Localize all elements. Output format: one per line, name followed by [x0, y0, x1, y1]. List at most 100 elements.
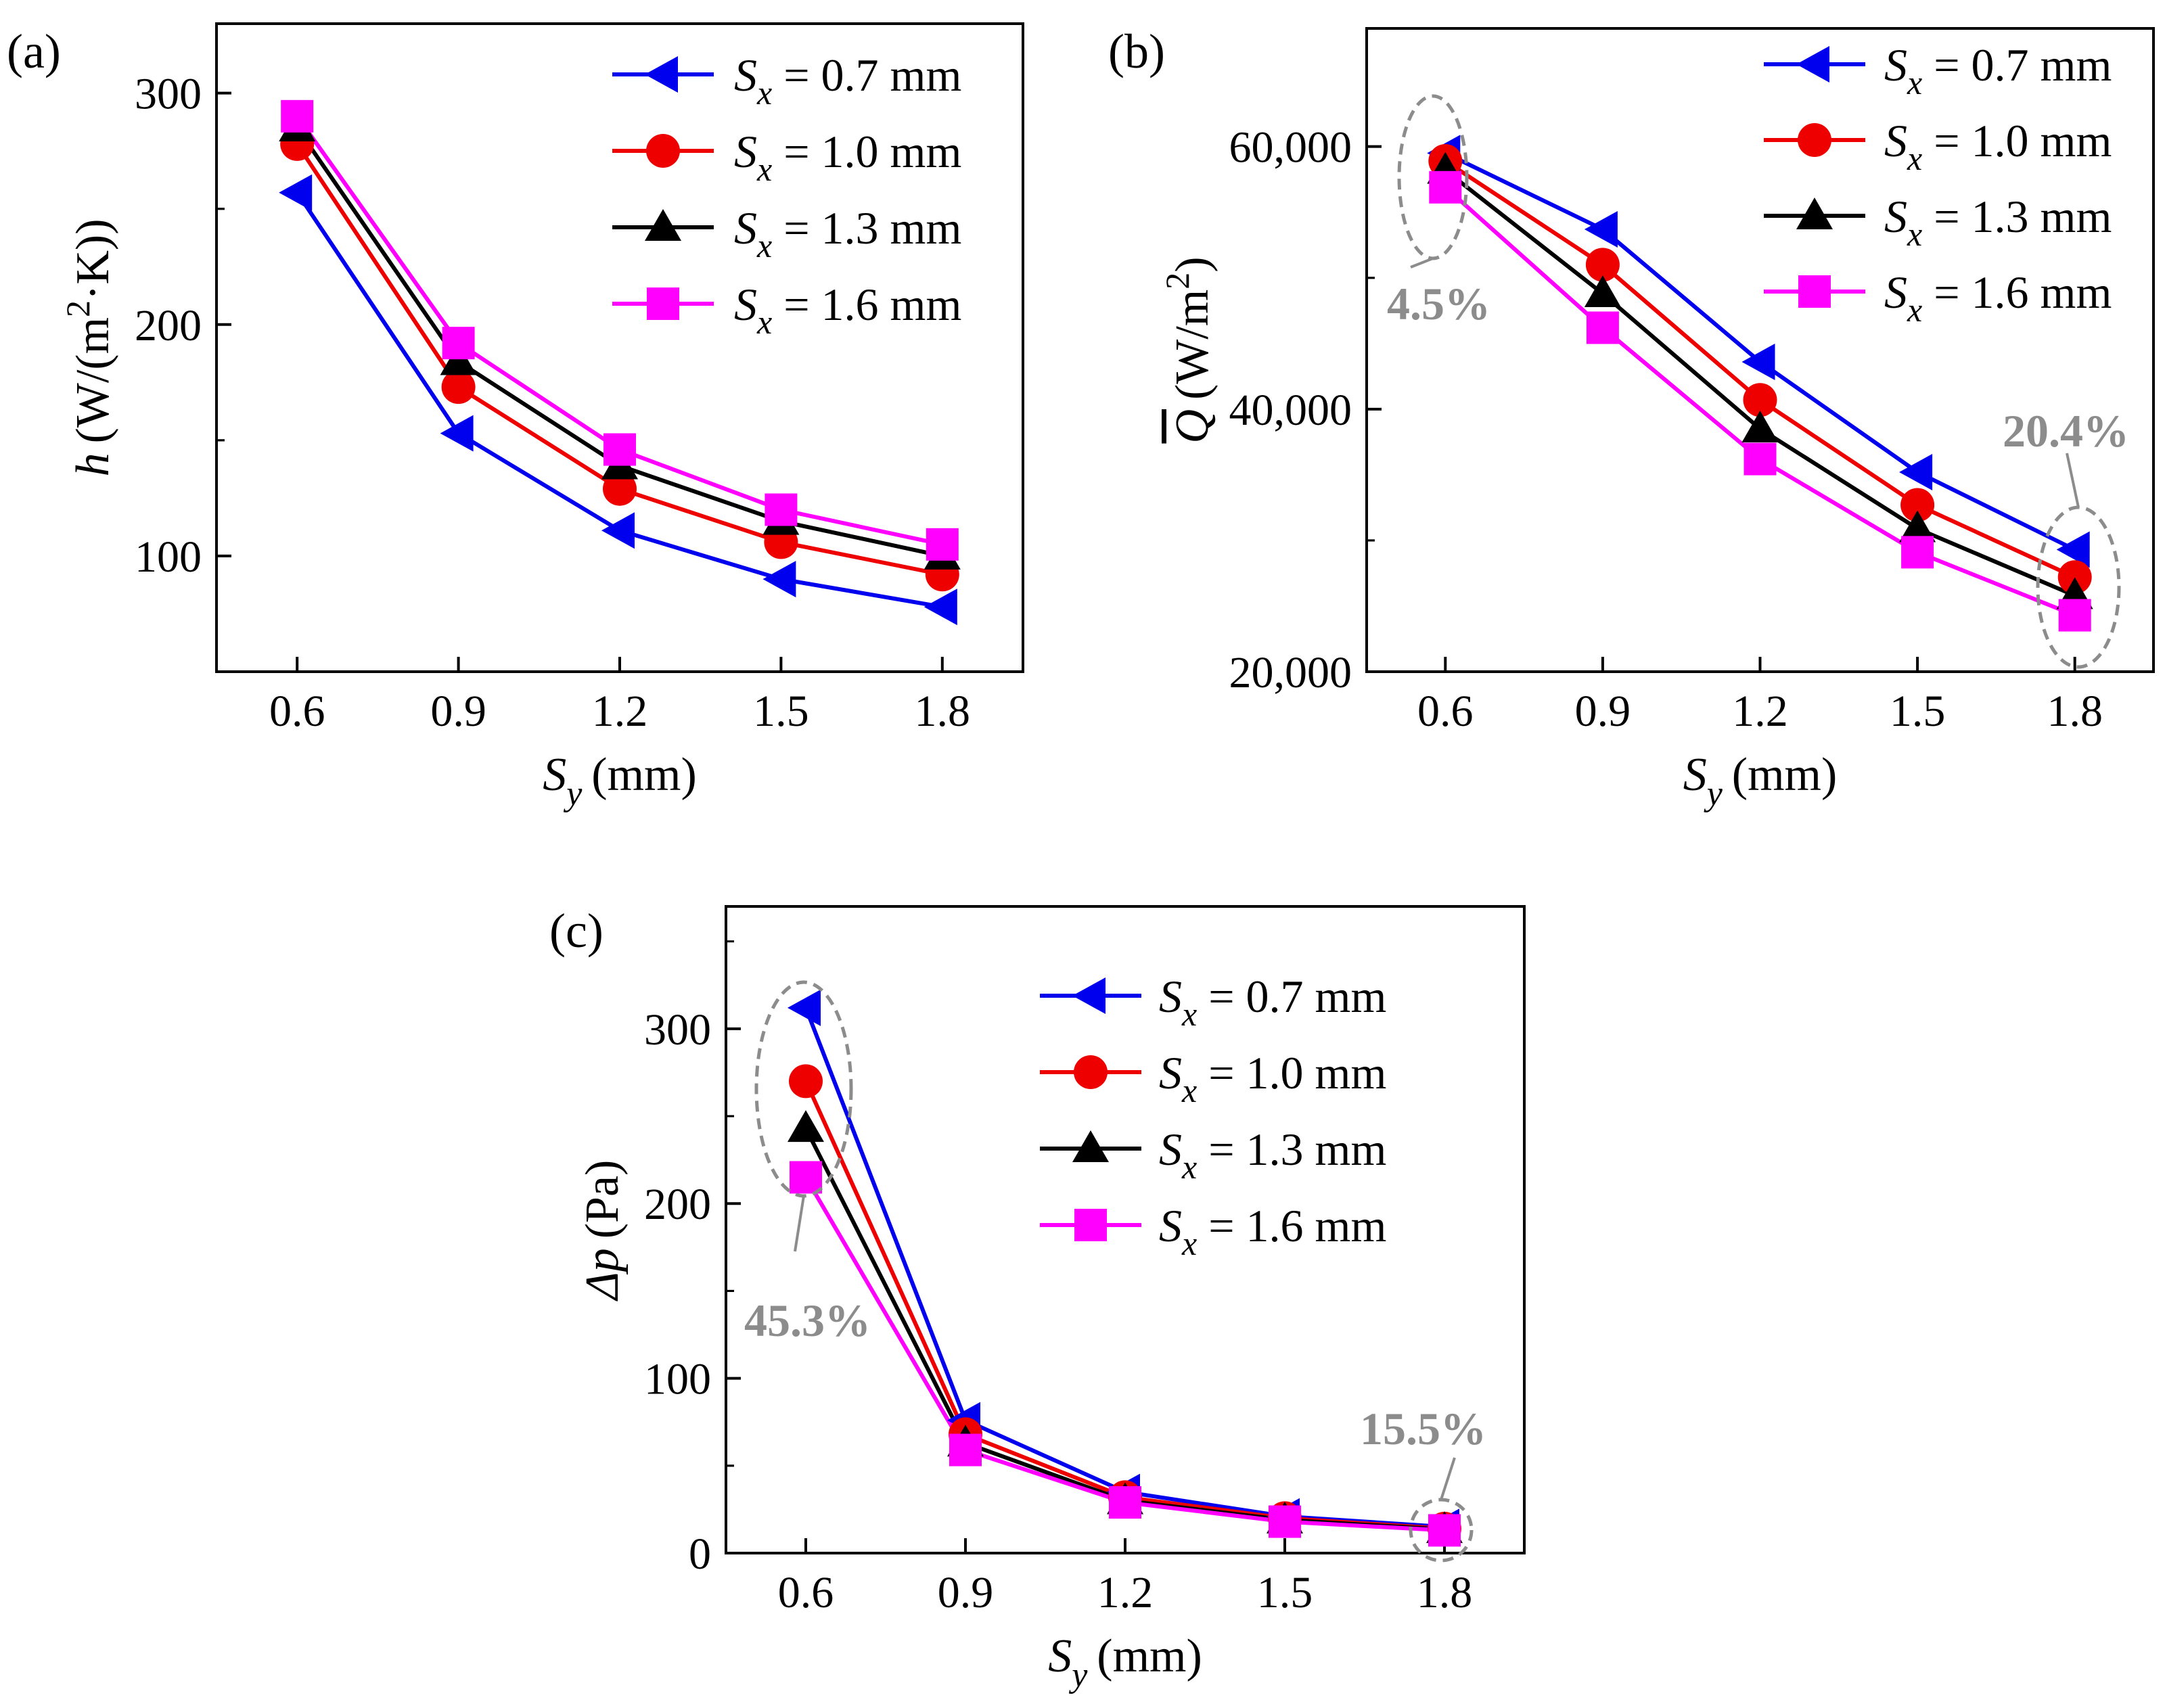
x-axis-var: S: [1683, 749, 1707, 801]
legend-value: = 1.6 mm: [1197, 1200, 1386, 1251]
annotation-text: 4.5%: [1387, 278, 1490, 329]
legend-label-sx-1-0: Sx = 1.0 mm: [734, 126, 961, 188]
data-point-sx-0-7: [1899, 453, 1933, 490]
legend-marker-sx-1-0: [1074, 1055, 1108, 1089]
legend-var: S: [734, 126, 757, 177]
y-axis-title: h (W/(m2·K)): [59, 218, 119, 476]
y-tick-label-text: 100: [135, 532, 202, 582]
y-axis-var: Δp: [576, 1248, 629, 1301]
legend-value: = 1.6 mm: [1922, 267, 2112, 318]
data-point-sx-1-6: [1109, 1486, 1141, 1519]
x-tick-label-text: 1.8: [1417, 1568, 1473, 1617]
x-axis-title: Sy (mm): [1048, 1630, 1202, 1694]
legend-sub: x: [1181, 1148, 1197, 1186]
panel-label-text: (a): [7, 24, 61, 78]
data-point-sx-1-6: [949, 1433, 982, 1467]
legend-var: S: [1159, 1047, 1182, 1099]
x-axis-unit: (mm): [1732, 749, 1838, 801]
data-point-sx-1-3: [1584, 275, 1621, 308]
y-tick-label-text: 40,000: [1229, 386, 1352, 435]
legend-label-sx-1-3: Sx = 1.3 mm: [1159, 1124, 1386, 1186]
y-axis-var: h: [67, 453, 119, 477]
x-axis-var: S: [543, 749, 566, 801]
y-axis-unit-post: ): [1166, 256, 1218, 272]
y-axis-unit: (W/m: [1166, 290, 1218, 400]
panel-label: (b): [1108, 24, 1165, 78]
legend-marker-sx-0-7: [1072, 977, 1106, 1014]
annotation-leader: [1440, 1457, 1456, 1500]
y-axis-var: Q: [1166, 409, 1218, 444]
x-tick-label-text: 0.6: [778, 1568, 834, 1617]
legend-var: S: [734, 279, 757, 330]
data-point-sx-1-6: [926, 528, 959, 561]
x-tick-label: 0.6: [1417, 687, 1474, 736]
y-tick-label-text: 200: [135, 301, 202, 350]
legend-var: S: [1884, 39, 1907, 91]
x-axis-unit: (mm): [1097, 1630, 1202, 1682]
data-point-sx-1-3: [1899, 510, 1936, 543]
legend-value: = 0.7 mm: [772, 49, 961, 101]
x-tick-label-text: 0.6: [1417, 687, 1474, 736]
data-point-sx-1-6: [1269, 1505, 1301, 1538]
legend-label-sx-1-0: Sx = 1.0 mm: [1159, 1047, 1386, 1109]
y-axis-unit-post: ·K)): [67, 218, 119, 300]
annotation-leader: [2066, 453, 2080, 508]
x-tick-label-text: 1.8: [915, 687, 971, 736]
y-tick-label-text: 0: [689, 1529, 711, 1579]
panel-label-text: (c): [549, 904, 603, 958]
legend-marker-sx-1-3: [645, 209, 681, 241]
data-point-sx-0-7: [279, 174, 313, 211]
x-tick-label: 1.5: [1257, 1568, 1313, 1617]
x-tick-label-text: 1.8: [2047, 687, 2103, 736]
x-tick-label: 1.5: [1890, 687, 1946, 736]
data-point-sx-1-6: [2058, 599, 2091, 632]
legend-value: = 0.7 mm: [1922, 39, 2112, 91]
data-point-sx-1-0: [789, 1064, 823, 1099]
x-axis-sub: y: [1068, 1656, 1088, 1694]
x-axis-title: Sy (mm): [1683, 749, 1838, 813]
x-tick-label-text: 0.9: [1575, 687, 1631, 736]
legend-marker-sx-1-6: [647, 287, 679, 320]
legend-marker-sx-1-6: [1798, 275, 1831, 308]
annotation-label: 4.5%: [1387, 278, 1490, 329]
legend-value: = 1.3 mm: [1197, 1124, 1386, 1175]
y-axis-unit: (W/(m: [67, 317, 119, 444]
data-point-sx-1-0: [441, 370, 476, 405]
data-point-sx-1-6: [1586, 311, 1619, 344]
x-tick-label: 1.8: [1417, 1568, 1473, 1617]
legend-var: S: [1159, 1124, 1182, 1175]
data-point-sx-0-7: [601, 512, 635, 549]
legend-sub: x: [756, 303, 772, 341]
x-tick-label-text: 1.5: [1890, 687, 1946, 736]
legend-sub: x: [1181, 1071, 1197, 1109]
annotation-text: 15.5%: [1360, 1403, 1486, 1454]
x-tick-label-text: 1.5: [1257, 1568, 1313, 1617]
y-tick-label-text: 200: [644, 1180, 711, 1229]
data-point-sx-0-7: [1584, 210, 1618, 248]
legend-label-sx-1-3: Sx = 1.3 mm: [734, 202, 961, 264]
y-tick-label: 100: [135, 532, 202, 582]
y-tick-label: 200: [644, 1180, 711, 1229]
x-tick-label: 0.9: [1575, 687, 1631, 736]
legend-label-sx-0-7: Sx = 0.7 mm: [1884, 39, 2112, 101]
annotation-label: 45.3%: [744, 1295, 871, 1346]
annotation-label: 15.5%: [1360, 1403, 1486, 1454]
legend-marker-sx-1-3: [1072, 1130, 1109, 1162]
data-point-sx-0-7: [762, 561, 796, 598]
legend-sub: x: [1181, 995, 1197, 1033]
legend-sub: x: [1907, 139, 1922, 177]
legend-value: = 1.0 mm: [772, 126, 961, 177]
legend-value: = 0.7 mm: [1197, 971, 1386, 1022]
legend-label-sx-1-3: Sx = 1.3 mm: [1884, 191, 2112, 253]
series-line-sx-1-3: [804, 1127, 1445, 1532]
x-axis-var: S: [1048, 1630, 1072, 1682]
panel-label: (c): [549, 904, 603, 958]
y-axis-title: Q (W/m2): [1158, 256, 1218, 443]
data-point-sx-1-6: [1901, 536, 1934, 569]
y-tick-label: 0: [689, 1529, 711, 1579]
legend-var: S: [734, 202, 757, 254]
x-tick-label-text: 1.2: [592, 687, 648, 736]
legend-label-sx-1-6: Sx = 1.6 mm: [734, 279, 961, 341]
legend-value: = 1.6 mm: [772, 279, 961, 330]
